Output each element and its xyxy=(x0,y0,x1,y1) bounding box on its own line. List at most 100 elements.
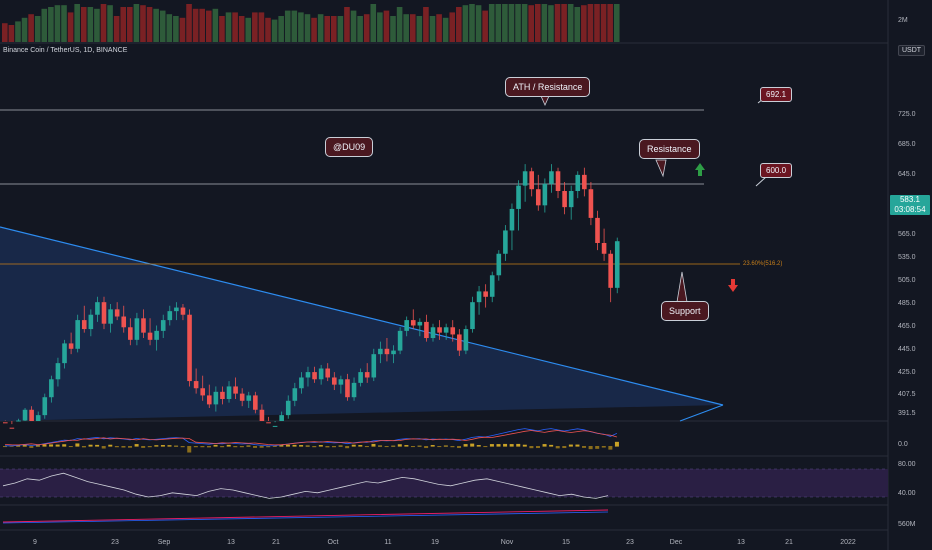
macd-hist xyxy=(35,445,40,447)
candle xyxy=(141,309,146,339)
volume-bar xyxy=(205,10,212,43)
candle xyxy=(371,348,377,382)
fib-level-label: 23.60%(516.2) xyxy=(743,261,783,267)
volume-bar xyxy=(423,7,429,42)
volume-bar xyxy=(8,25,15,42)
volume-bar xyxy=(515,4,521,42)
macd-hist xyxy=(601,446,606,448)
x-tick-label: Nov xyxy=(501,539,514,546)
candle xyxy=(588,182,594,226)
candle xyxy=(279,411,284,421)
macd-hist xyxy=(55,444,60,447)
volume-bar xyxy=(192,8,199,43)
volume-bar xyxy=(429,16,436,42)
candle xyxy=(200,375,205,401)
currency-selector[interactable]: USDT xyxy=(898,45,926,56)
volume-bar xyxy=(271,19,278,42)
macd-hist xyxy=(239,446,244,448)
macd-hist xyxy=(154,445,159,447)
y-tick-label: 725.0 xyxy=(898,111,916,118)
volume-bar xyxy=(541,4,548,42)
candle xyxy=(601,228,607,261)
volume-bar xyxy=(613,4,620,42)
volume-bar xyxy=(113,16,120,42)
candle xyxy=(128,318,133,346)
volume-bar xyxy=(403,14,409,42)
macd-hist xyxy=(391,445,396,447)
macd-hist xyxy=(470,443,475,447)
signal-line xyxy=(4,430,618,446)
volume-bar xyxy=(304,14,311,42)
volume-bar xyxy=(534,4,541,42)
candle xyxy=(154,325,159,351)
macd-hist xyxy=(457,446,462,449)
sub-axis-label: 560M xyxy=(898,521,916,528)
candle xyxy=(55,357,61,387)
candle xyxy=(509,203,515,251)
volume-bar xyxy=(574,7,581,42)
candle xyxy=(108,303,113,333)
macd-hist xyxy=(114,446,119,448)
volume-bar xyxy=(225,12,232,42)
macd-hist xyxy=(371,443,376,447)
volume-bar xyxy=(357,16,363,42)
volume-bar xyxy=(377,12,383,42)
y-tick-label: 535.0 xyxy=(898,254,916,261)
macd-hist xyxy=(549,444,554,447)
candle xyxy=(476,286,482,315)
arrow-down-icon xyxy=(728,279,738,292)
candle xyxy=(187,309,192,387)
callout-author: @DU09 xyxy=(325,137,374,157)
level-label-high: 692.1 xyxy=(760,87,793,102)
volume-bar xyxy=(462,5,469,42)
volume-bar xyxy=(528,5,534,42)
volume-bar xyxy=(475,5,482,42)
rsi-band xyxy=(0,469,888,497)
macd-hist xyxy=(68,446,73,448)
current-price-tag: 583.1 03:08:54 xyxy=(890,195,930,215)
candle xyxy=(522,164,528,202)
x-tick-label: 15 xyxy=(562,539,570,546)
macd-hist xyxy=(220,446,225,448)
macd-hist xyxy=(463,444,468,447)
candle xyxy=(206,384,212,408)
volume-bar xyxy=(265,17,271,42)
macd-hist xyxy=(49,444,54,447)
macd-hist xyxy=(233,446,238,448)
volume-bar xyxy=(159,10,166,43)
candle xyxy=(95,296,100,322)
candle xyxy=(101,296,107,330)
volume-bar xyxy=(245,17,252,42)
candle xyxy=(193,368,199,394)
volume-bar xyxy=(581,5,587,42)
macd-hist xyxy=(141,446,146,448)
volume-bar xyxy=(74,4,80,42)
macd-hist xyxy=(279,445,284,447)
volume-bar xyxy=(87,7,94,42)
callout-support: Support xyxy=(661,301,709,321)
sub-axes: 2M 0.0 80.00 40.00 560M xyxy=(898,17,916,528)
candle xyxy=(384,338,390,362)
volume-bar xyxy=(416,16,423,42)
volume-bar xyxy=(311,17,317,42)
volume-bar xyxy=(350,10,357,43)
macd-hist xyxy=(101,446,106,449)
macd-hist xyxy=(450,446,455,448)
macd-hist xyxy=(305,445,310,447)
x-tick-label: 23 xyxy=(111,539,119,546)
candle xyxy=(332,372,337,391)
macd-hist xyxy=(397,444,402,447)
macd-hist xyxy=(476,445,481,447)
volume-bar xyxy=(80,7,87,42)
candle xyxy=(226,381,232,403)
macd-hist xyxy=(128,446,133,448)
volume-bar xyxy=(554,4,561,42)
macd-hist xyxy=(509,444,514,447)
y-tick-label: 565.0 xyxy=(898,231,916,238)
macd-panel xyxy=(3,428,619,453)
volume-bar xyxy=(482,10,488,43)
volume-bar xyxy=(600,4,607,42)
macd-hist xyxy=(358,445,363,447)
macd-hist xyxy=(75,443,80,447)
y-tick-label: 391.5 xyxy=(898,410,916,417)
